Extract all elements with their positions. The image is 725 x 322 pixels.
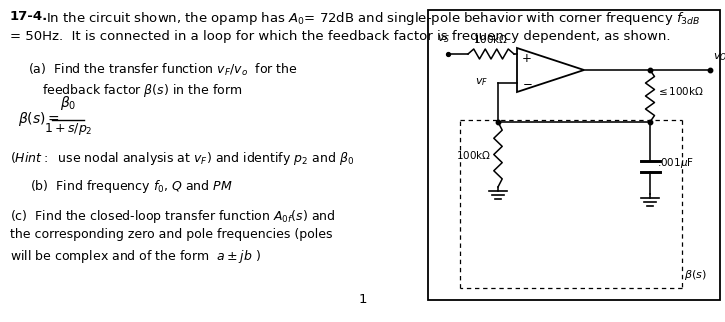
Bar	[428, 10, 720, 300]
Text: 100k$\Omega$: 100k$\Omega$	[473, 33, 509, 45]
Text: $v_O$: $v_O$	[713, 51, 725, 63]
Text: 1: 1	[358, 293, 367, 306]
Text: feedback factor $\beta(s)$ in the form: feedback factor $\beta(s)$ in the form	[42, 82, 242, 99]
Text: $(Hint:$  use nodal analysis at $v_F)$ and identify $p_2$ and $\beta_0$: $(Hint:$ use nodal analysis at $v_F)$ an…	[10, 150, 354, 167]
Text: $v_S$: $v_S$	[437, 33, 451, 45]
Text: (a)  Find the transfer function $v_F/v_o$  for the: (a) Find the transfer function $v_F/v_o$…	[28, 62, 298, 78]
Text: $1+s/p_2$: $1+s/p_2$	[44, 121, 92, 137]
Text: $\beta(s)$: $\beta(s)$	[684, 268, 707, 282]
Text: $-$: $-$	[522, 75, 533, 89]
Text: .001$\mu$F: .001$\mu$F	[657, 156, 694, 170]
Text: (b)  Find frequency $f_0$, $Q$ and $PM$: (b) Find frequency $f_0$, $Q$ and $PM$	[30, 178, 233, 195]
Text: In the circuit shown, the opamp has $A_0$= 72dB and single-pole behavior with co: In the circuit shown, the opamp has $A_0…	[46, 10, 700, 27]
Text: $\beta(s) =$: $\beta(s) =$	[18, 110, 59, 128]
Text: $\leq$100k$\Omega$: $\leq$100k$\Omega$	[656, 85, 704, 97]
Text: $\beta_0$: $\beta_0$	[60, 94, 76, 112]
Text: 17-4.: 17-4.	[10, 10, 49, 23]
Text: 100k$\Omega$: 100k$\Omega$	[456, 148, 491, 160]
Text: +: +	[522, 52, 532, 64]
Text: = 50Hz.  It is connected in a loop for which the feedback factor is frequency de: = 50Hz. It is connected in a loop for wh…	[10, 30, 671, 43]
Text: will be complex and of the form  $a \pm jb$ ): will be complex and of the form $a \pm j…	[10, 248, 261, 265]
Text: (c)  Find the closed-loop transfer function $A_{0f}(s)$ and: (c) Find the closed-loop transfer functi…	[10, 208, 336, 225]
Text: $v_F$: $v_F$	[475, 77, 488, 89]
Text: the corresponding zero and pole frequencies (poles: the corresponding zero and pole frequenc…	[10, 228, 333, 241]
